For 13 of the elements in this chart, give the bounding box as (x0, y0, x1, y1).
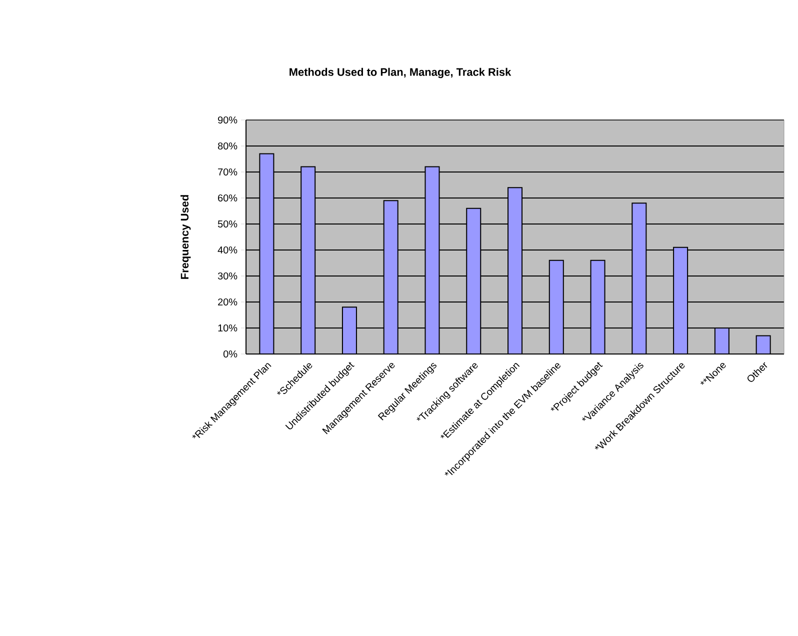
y-tick-label: 90% (218, 116, 238, 124)
bar (756, 335, 771, 354)
chart-title: Methods Used to Plan, Manage, Track Risk (290, 68, 512, 78)
y-tick-label: 20% (218, 298, 238, 306)
y-tick-label: 70% (218, 168, 238, 176)
y-axis-title: Frequency Used (180, 195, 191, 279)
y-tick-label: 30% (218, 272, 238, 280)
y-tick-label: 50% (218, 220, 238, 228)
y-tick-label: 80% (218, 142, 238, 150)
y-tick-label: 60% (218, 194, 238, 202)
y-tick-label: 40% (218, 246, 238, 254)
y-tick-label: 0% (223, 350, 238, 358)
y-tick-label: 10% (218, 324, 238, 332)
